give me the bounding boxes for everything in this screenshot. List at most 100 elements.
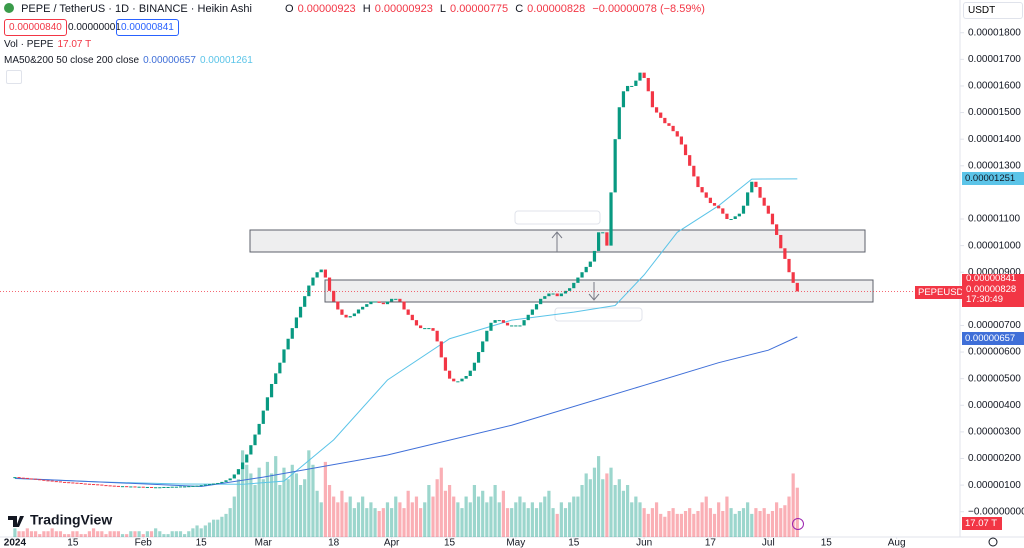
- volume-bar: [369, 502, 373, 537]
- volume-bar: [460, 508, 464, 537]
- volume-bar: [319, 502, 323, 537]
- volume-bar: [675, 513, 679, 537]
- candle-body: [269, 383, 274, 398]
- candle-body: [696, 176, 700, 188]
- candle-body: [232, 474, 236, 479]
- volume-bar: [34, 531, 38, 537]
- volume-bar: [563, 508, 568, 537]
- volume-bar: [779, 508, 783, 537]
- candle-body: [539, 298, 543, 305]
- candle-body: [518, 325, 522, 327]
- volume-bar: [137, 531, 141, 537]
- candle-body: [609, 192, 613, 246]
- volume-bar: [50, 528, 54, 537]
- volume-bar: [71, 531, 75, 537]
- volume-bar: [228, 508, 232, 537]
- candle-body: [133, 486, 137, 488]
- candle-body: [729, 219, 733, 221]
- candle-body: [795, 282, 799, 292]
- candle-body: [286, 338, 290, 350]
- candle-body: [712, 203, 717, 206]
- volume-bar: [667, 511, 671, 537]
- candle-body: [236, 469, 241, 475]
- volume-bar: [166, 534, 170, 537]
- volume-bar: [402, 508, 406, 537]
- candle-body: [195, 485, 199, 487]
- candle-body: [770, 213, 775, 225]
- volume-bar: [199, 528, 203, 537]
- y-tick-label: 0.00000400: [968, 400, 1021, 411]
- volume-bar: [232, 496, 236, 537]
- candle-body: [617, 107, 621, 140]
- volume-bar: [361, 496, 365, 537]
- volume-bar: [303, 479, 307, 537]
- candle-body: [224, 480, 228, 482]
- volume-bar: [704, 496, 708, 537]
- ask: 0.00000841: [966, 273, 1017, 284]
- volume-bar: [290, 464, 294, 537]
- candle-body: [83, 483, 87, 485]
- candle-body: [108, 485, 112, 487]
- symbol-badge: PEPEUSDT: [915, 286, 973, 299]
- candle-body: [443, 357, 448, 371]
- candle-body: [178, 486, 183, 488]
- buy-button[interactable]: 0.00000841: [116, 19, 179, 36]
- volume-bar: [104, 534, 108, 537]
- volume-bar: [447, 485, 452, 537]
- volume-bar: [344, 502, 348, 537]
- volume-bar: [754, 508, 758, 537]
- volume-bar: [170, 531, 174, 537]
- volume-bar: [178, 531, 183, 537]
- volume-bar: [733, 513, 737, 537]
- volume-bar: [791, 473, 795, 537]
- candle-body: [530, 309, 534, 315]
- x-tick-label: Aug: [888, 538, 906, 548]
- collapse-button[interactable]: [6, 70, 22, 84]
- candle-body: [472, 362, 477, 371]
- volume-bar: [708, 508, 712, 537]
- volume-bar: [572, 496, 576, 537]
- volume-bar: [688, 508, 692, 537]
- volume-bar: [58, 531, 63, 537]
- c-label: C: [515, 3, 524, 15]
- candle-body: [625, 85, 630, 92]
- volume-bar: [456, 502, 460, 537]
- volume-bar: [381, 508, 385, 537]
- candle-body: [42, 479, 46, 481]
- volume-bar: [423, 502, 427, 537]
- y-tick-label: 0.00001800: [968, 27, 1021, 38]
- symbol-row: PEPE / TetherUS · 1D · BINANCE · Heikin …: [4, 3, 709, 15]
- candle-body: [29, 478, 34, 480]
- candle-body: [505, 322, 510, 326]
- ma-legend: MA50&200 50 close 200 close 0.00000657 0.0…: [4, 55, 257, 66]
- volume-bar: [559, 502, 563, 537]
- candle-body: [576, 277, 580, 283]
- candle-body: [348, 316, 352, 318]
- candle-body: [294, 317, 299, 329]
- currency-button[interactable]: USDT: [963, 2, 1023, 19]
- volume-bar: [410, 502, 414, 537]
- x-tick-label: 15: [196, 538, 208, 548]
- volume-bar: [539, 502, 543, 537]
- sell-button[interactable]: 0.00000840: [4, 19, 67, 36]
- volume-bar: [580, 485, 584, 537]
- candle-body: [212, 483, 216, 485]
- y-tick-label: −0.00000000: [968, 506, 1024, 517]
- volume-bar: [642, 508, 646, 537]
- volume-bar: [592, 467, 597, 537]
- volume-bar: [613, 485, 617, 537]
- candle-body: [733, 216, 737, 220]
- candle-body: [87, 483, 92, 485]
- candle-body: [592, 250, 597, 262]
- arrow-up: [551, 231, 563, 252]
- ma-line: [14, 178, 798, 485]
- volume-bar: [634, 496, 638, 537]
- volume-bar: [183, 534, 187, 537]
- candle-body: [543, 296, 547, 299]
- candle-body: [663, 117, 667, 124]
- volume-bar: [481, 490, 485, 537]
- volume-bar: [406, 490, 410, 537]
- settings-icon[interactable]: [988, 537, 998, 547]
- x-tick-label: 15: [568, 538, 580, 548]
